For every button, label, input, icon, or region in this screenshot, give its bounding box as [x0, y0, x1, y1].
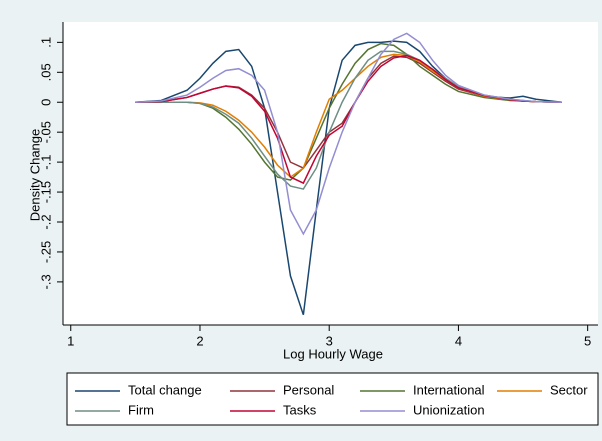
y-tick-label: -.15 [38, 181, 53, 203]
series-line [135, 32, 562, 236]
x-tick-label: 1 [67, 333, 74, 348]
legend-label: Personal [283, 382, 334, 397]
legend-label: Total change [128, 382, 202, 397]
y-tick-label: .1 [38, 37, 53, 48]
series-line [135, 50, 562, 190]
x-tick-label: 5 [584, 333, 591, 348]
x-tick-label: 4 [455, 333, 462, 348]
legend-label: Firm [128, 402, 154, 417]
y-axis-title: Density Change [27, 129, 42, 222]
y-tick-label: -.05 [38, 121, 53, 143]
y-tick-label: -.3 [38, 274, 53, 289]
series-line [135, 42, 562, 181]
legend-label: Sector [550, 382, 588, 397]
x-tick-label: 3 [326, 333, 333, 348]
x-tick-label: 2 [196, 333, 203, 348]
y-tick-label: -.1 [38, 155, 53, 170]
y-tick-label: .05 [38, 63, 53, 81]
legend [66, 372, 599, 426]
x-axis-title: Log Hourly Wage [283, 346, 383, 361]
legend-label: International [413, 382, 485, 397]
legend-label: Tasks [283, 402, 317, 417]
y-tick-label: 0 [38, 99, 53, 106]
series-line [135, 54, 562, 185]
legend-label: Unionization [413, 402, 485, 417]
plot-area [63, 22, 598, 325]
y-tick-label: -.25 [38, 241, 53, 263]
y-tick-label: -.2 [38, 214, 53, 229]
